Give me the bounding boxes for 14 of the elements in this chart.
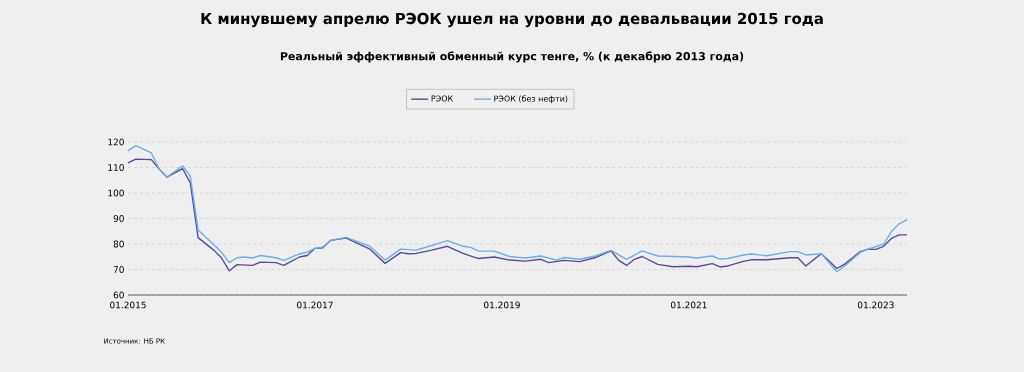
x-tick-label: 01.2021 <box>670 301 707 309</box>
chart-title: К минувшему апрелю РЭОК ушел на уровни до девальвации 2015 года <box>201 12 823 28</box>
y-tick-label: 100 <box>108 189 124 197</box>
x-tick-label: 01.2015 <box>110 301 146 309</box>
y-tick-label: 60 <box>113 291 124 299</box>
x-tick-label: 01.2017 <box>297 301 333 309</box>
y-tick-label: 120 <box>108 138 124 146</box>
chart-subtitle: Реальный эффективный обменный курс тенге, % (к декабрю 2013 года) <box>280 51 744 63</box>
x-tick-label: 01.2019 <box>483 301 520 309</box>
x-tick-label: 01.2023 <box>857 301 894 309</box>
y-tick-label: 110 <box>108 164 124 171</box>
y-tick-label: 70 <box>113 266 124 273</box>
y-tick-label: 90 <box>113 215 124 222</box>
y-tick-label: 80 <box>113 240 124 248</box>
